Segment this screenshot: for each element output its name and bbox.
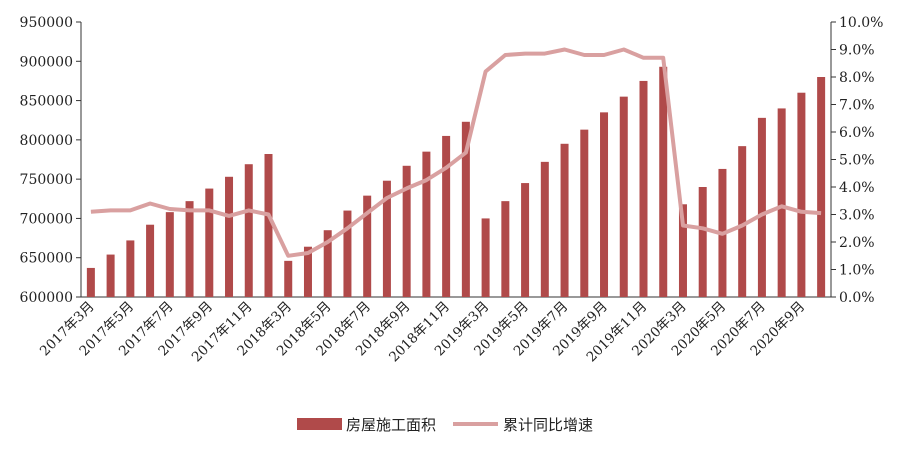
bar [678,204,687,297]
left-axis-tick-label: 900000 [20,54,73,70]
bar [382,180,391,297]
bar [540,161,549,297]
left-axis-tick-labels: 600000 650000 700000 750000 800000 850000 9000… [20,15,73,306]
line-series [90,47,822,258]
right-axis-tick-label: 8.0% [839,70,875,86]
left-axis-tick-label: 800000 [20,133,73,149]
bar [698,187,707,297]
right-axis-tick-label: 4.0% [839,180,875,196]
bar [323,230,332,297]
bar [777,108,786,297]
bar [461,121,470,298]
bar-series [86,66,826,298]
left-axis-tick-label: 700000 [20,211,73,227]
bar [185,201,194,297]
legend-label-line: 累计同比增速 [503,416,593,434]
bar [580,129,589,297]
bar [402,165,411,297]
bar [521,183,530,297]
series-line [90,47,822,258]
legend: 房屋施工面积 累计同比增速 [297,416,593,434]
bar [738,146,747,297]
right-axis-tick-label: 9.0% [839,43,875,59]
right-axis-tick-label: 7.0% [839,98,875,114]
right-axis-tick-label: 3.0% [839,208,875,224]
right-axis-tick-label: 1.0% [839,263,875,279]
legend-swatch-bar [297,418,342,430]
bar [343,210,352,297]
bar [146,224,155,297]
left-axis-tick-label: 650000 [20,251,73,267]
right-axis-tick-label: 5.0% [839,153,875,169]
left-axis-tick-label: 950000 [20,15,73,31]
left-axis-tick-label: 850000 [20,94,73,110]
legend-label-bar: 房屋施工面积 [346,416,436,434]
right-axis-tick-label: 0.0% [839,290,875,306]
right-axis-tick-label: 10.0% [839,15,883,31]
bar [225,176,234,297]
bar [165,212,174,297]
bar [757,117,766,297]
bar [284,260,293,297]
bar [560,143,569,297]
left-axis-tick-label: 750000 [20,172,73,188]
bar [817,77,826,297]
bar [639,80,648,297]
bar [442,135,451,297]
bar [363,195,372,297]
bar [86,267,95,297]
bar [659,66,668,298]
bar [481,218,490,297]
bar [205,188,214,297]
x-axis-tick-labels: 2017年3月2017年5月2017年7月2017年9月2017年11月2018… [37,299,808,366]
bar [619,96,628,298]
bar [126,240,135,297]
left-axis-tick-label: 600000 [20,290,73,306]
bar [264,154,273,297]
bar [303,246,312,297]
bar [501,201,510,297]
right-axis-tick-labels: 0.0% 1.0% 2.0% 3.0% 4.0% 5.0% 6.0% 7.0% 8.0% 9.0%… [839,15,883,306]
bar [600,112,609,297]
bar [244,164,253,297]
right-axis-tick-label: 2.0% [839,235,875,251]
bar [106,254,115,297]
bar [797,92,806,297]
right-axis-tick-label: 6.0% [839,125,875,141]
bar [422,151,431,297]
